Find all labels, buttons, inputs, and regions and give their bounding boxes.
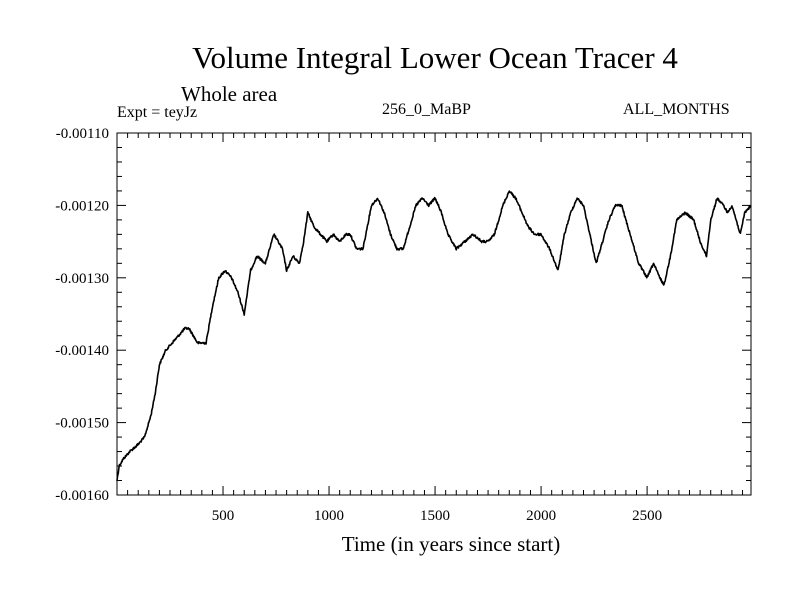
series-line: [116, 190, 752, 481]
experiment-label: Expt = teyJz: [117, 104, 198, 121]
months-label: ALL_MONTHS: [623, 101, 730, 118]
x-tick-label: 2000: [526, 508, 556, 524]
axis-labels: 500 1000 1500 2000 2500 -0.00110 -0.00120 -0.00…: [55, 126, 662, 556]
x-tick-label: 1000: [314, 508, 344, 524]
chart-title: Volume Integral Lower Ocean Tracer 4: [192, 40, 678, 75]
y-tick-label: -0.00140: [55, 343, 109, 359]
y-tick-label: -0.00110: [56, 126, 109, 142]
period-label: 256_0_MaBP: [382, 101, 471, 118]
series-layer: [116, 190, 752, 481]
y-tick-label: -0.00130: [55, 271, 109, 287]
chart-subtitle: Whole area: [181, 82, 278, 106]
x-tick-label: 2500: [632, 508, 662, 524]
x-axis-title: Time (in years since start): [342, 532, 561, 556]
x-tick-label: 1500: [420, 508, 450, 524]
x-tick-label: 500: [212, 508, 235, 524]
axis-ticks: [117, 133, 751, 495]
y-tick-label: -0.00150: [55, 416, 109, 432]
y-tick-label: -0.00160: [55, 488, 109, 504]
plot-frame: [116, 132, 752, 496]
y-tick-label: -0.00120: [55, 198, 109, 214]
